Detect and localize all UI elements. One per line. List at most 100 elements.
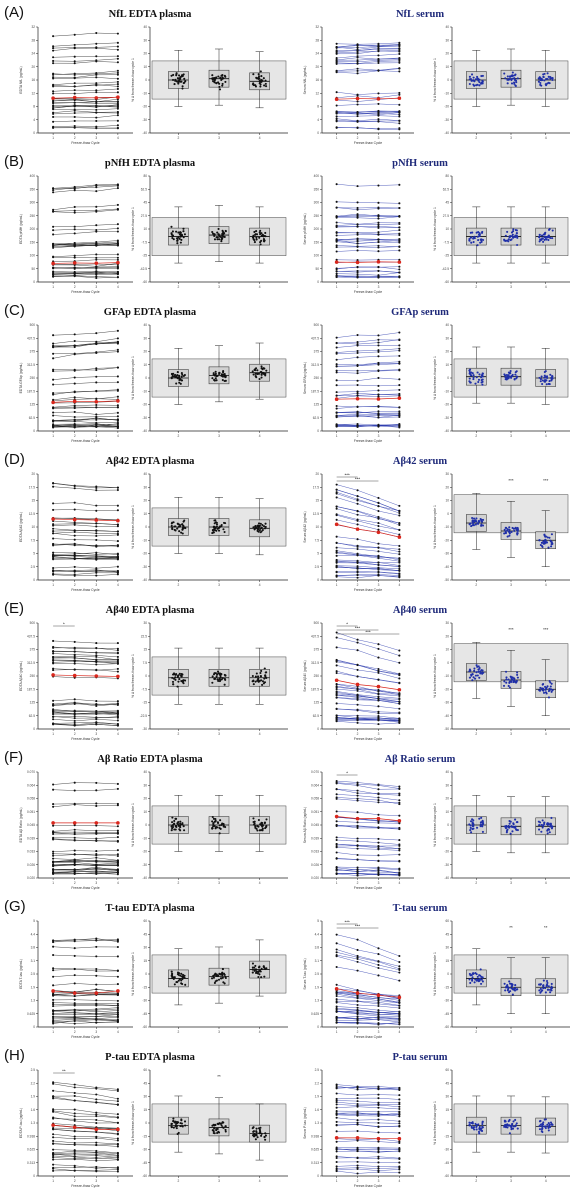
subject-line: [53, 1005, 118, 1007]
subject-point: [377, 715, 380, 718]
subject-line: [53, 398, 118, 402]
subject-point: [95, 571, 98, 574]
subject-line: [336, 67, 400, 71]
panel-h: (H) P-tau EDTA plasma P-tau serum00.3130.6…: [4, 1047, 570, 1188]
subject-point: [539, 686, 542, 689]
subject-point: [377, 416, 380, 419]
mean-line: [53, 96, 118, 99]
subject-point: [73, 1083, 76, 1086]
subject-point: [178, 672, 181, 675]
subject-point: [505, 829, 508, 833]
subject-point: [264, 231, 267, 235]
subject-point: [507, 530, 510, 533]
subject-line: [336, 207, 400, 210]
subject-point: [335, 714, 338, 717]
subject-point: [356, 649, 359, 652]
subject-point: [398, 522, 401, 525]
y-tick-label: 437.5: [311, 336, 319, 340]
subject-line: [336, 715, 400, 720]
mean-point: [376, 816, 381, 821]
subject-point: [183, 829, 186, 832]
x-tick-label: 2: [475, 136, 477, 140]
subject-line: [336, 536, 400, 547]
subject-point: [468, 377, 471, 380]
subject-point: [73, 382, 76, 385]
subject-line: [336, 574, 400, 576]
subject-point: [513, 74, 516, 77]
subject-point: [116, 230, 119, 233]
subject-point: [551, 229, 554, 232]
subject-point: [335, 702, 338, 705]
y-tick-label: 0.070: [311, 770, 319, 774]
subject-point: [95, 1098, 98, 1101]
subject-line: [53, 857, 118, 861]
subject-point: [377, 1004, 380, 1008]
subject-point: [335, 352, 338, 355]
subject-point: [116, 87, 119, 90]
x-tick-label: 3: [510, 285, 512, 289]
subject-point: [506, 989, 509, 992]
x-tick-label: 4: [398, 732, 400, 736]
subject-point: [356, 663, 359, 666]
subject-point: [471, 818, 474, 821]
x-tick-label: 2: [74, 285, 76, 289]
subject-point: [73, 698, 76, 701]
subject-point: [216, 678, 219, 681]
subject-point: [398, 574, 401, 577]
subject-point: [116, 787, 119, 790]
subject-point: [377, 1009, 380, 1012]
subject-point: [256, 529, 259, 532]
subject-point: [356, 1000, 359, 1003]
subject-point: [214, 370, 217, 373]
subject-point: [212, 80, 215, 83]
subject-point: [95, 789, 98, 792]
subject-line: [53, 241, 118, 245]
mean-point: [334, 260, 339, 264]
subject-point: [176, 971, 180, 974]
y-tick-label: 28: [31, 38, 35, 42]
subject-point: [511, 830, 514, 833]
subject-point: [541, 237, 544, 240]
subject-point: [356, 126, 359, 129]
subject-point: [398, 226, 401, 229]
subject-point: [95, 258, 98, 261]
subject-point: [335, 636, 338, 639]
subject-point: [73, 954, 76, 957]
subject-point: [398, 245, 401, 248]
y-tick-label: 5: [33, 919, 35, 923]
subject-point: [475, 671, 478, 674]
subject-point: [73, 719, 76, 722]
y-tick-label: 0.033: [27, 850, 35, 854]
subject-line: [53, 719, 118, 722]
subject-point: [223, 982, 226, 985]
subject-point: [398, 827, 401, 830]
subject-point: [505, 678, 508, 681]
sig-label: ***: [508, 478, 514, 483]
y-tick-label: 62.5: [29, 714, 35, 718]
y-tick-label: -40: [444, 565, 449, 569]
subject-point: [356, 826, 359, 830]
subject-point: [377, 338, 380, 341]
subject-line: [336, 1019, 400, 1023]
subject-point: [52, 73, 55, 76]
subject-point: [356, 1019, 359, 1022]
subject-point: [175, 981, 178, 984]
subject-point: [174, 678, 177, 681]
subject-point: [377, 718, 380, 722]
y-tick-label: 0: [33, 429, 35, 433]
y-tick-label: 10: [143, 65, 147, 69]
serum-title: Aβ40 serum: [393, 605, 447, 616]
x-tick-label: 2: [178, 732, 180, 736]
subject-point: [335, 488, 338, 491]
subject-point: [116, 649, 119, 652]
subject-point: [52, 704, 55, 707]
subject-line: [336, 867, 400, 871]
subject-line: [53, 185, 118, 191]
mean-point: [72, 399, 77, 404]
subject-point: [73, 529, 76, 532]
y-tick-label: 10: [143, 363, 147, 367]
sig-label: ***: [355, 923, 361, 928]
subject-point: [116, 1088, 119, 1091]
subject-point: [215, 379, 218, 382]
subject-point: [256, 369, 259, 372]
